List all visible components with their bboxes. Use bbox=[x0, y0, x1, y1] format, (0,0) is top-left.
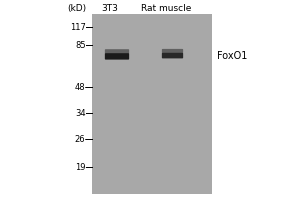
Text: 117-: 117- bbox=[70, 22, 88, 31]
Text: 85-: 85- bbox=[75, 40, 88, 49]
Text: 34-: 34- bbox=[75, 108, 88, 117]
Text: FoxO1: FoxO1 bbox=[218, 51, 248, 61]
Text: 19-: 19- bbox=[75, 162, 88, 171]
FancyBboxPatch shape bbox=[105, 53, 129, 60]
Text: 48-: 48- bbox=[75, 83, 88, 92]
FancyBboxPatch shape bbox=[105, 49, 129, 54]
Text: Rat muscle: Rat muscle bbox=[141, 4, 192, 13]
Text: 26-: 26- bbox=[75, 134, 88, 144]
Text: 3T3: 3T3 bbox=[101, 4, 118, 13]
FancyBboxPatch shape bbox=[162, 53, 183, 58]
FancyBboxPatch shape bbox=[162, 49, 183, 53]
Bar bbox=[92, 14, 212, 194]
Text: (kD): (kD) bbox=[67, 4, 86, 14]
